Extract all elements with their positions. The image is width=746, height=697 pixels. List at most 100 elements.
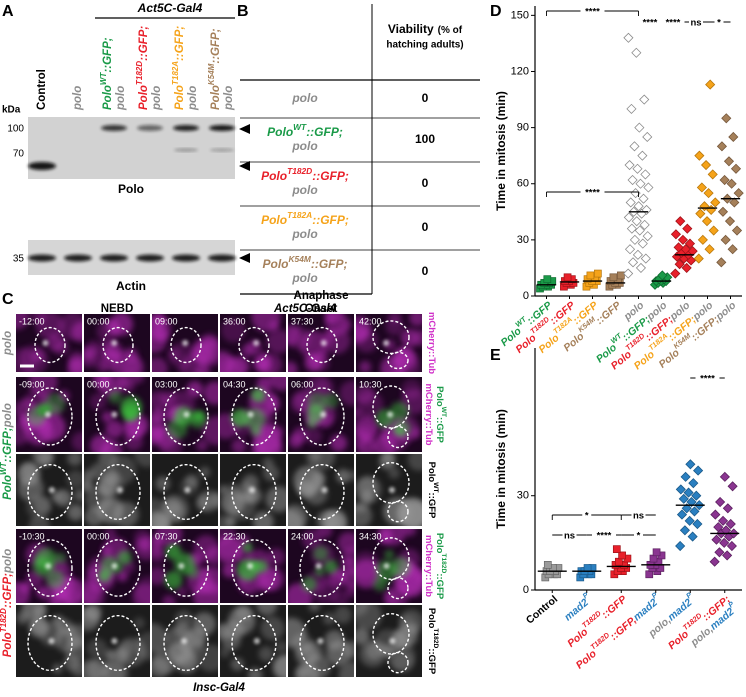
y-axis-title-text: Time in mitosis (min) [494, 91, 508, 211]
cell-blob [71, 321, 82, 343]
table-header-part: Viability [388, 22, 434, 36]
cell-blob [152, 497, 165, 518]
genotype-label: PoloWT::GFP; [267, 122, 343, 139]
cell-blob [268, 320, 280, 331]
lane-label: PoloWT::GFP;polo [99, 37, 127, 111]
gfp-blob [193, 411, 204, 422]
cell-blob [288, 504, 308, 526]
gfp-blob [323, 559, 338, 574]
data-point [714, 547, 725, 558]
cell-blob [221, 317, 246, 343]
significance-label: **** [643, 18, 658, 29]
spindle [387, 411, 394, 418]
cell-blob [164, 501, 185, 522]
cell-blob [225, 356, 248, 372]
gfp-blob [108, 390, 123, 404]
cell-outline [163, 463, 209, 521]
data-point [724, 216, 736, 227]
spindle [315, 563, 322, 569]
data-point [722, 550, 733, 561]
cell-blob [231, 438, 247, 452]
micrograph [16, 377, 82, 452]
cell-outline [387, 351, 409, 370]
cell-blob [175, 651, 198, 674]
gfp-blob [389, 401, 410, 421]
channel-label-text-part: Polo [434, 386, 445, 407]
cell-blob [324, 314, 344, 325]
genotype-label-part: Polo [261, 169, 287, 183]
y-tick-label: 120 [511, 65, 529, 77]
data-point [635, 262, 647, 274]
lane-label-text-part: T182D [135, 61, 144, 85]
table-header: Viability (% of [388, 22, 463, 36]
gfp-blob [117, 550, 132, 565]
blot-band [28, 162, 56, 170]
cell-blob [254, 434, 283, 452]
cell-blob [162, 595, 176, 603]
panel-letter: D [490, 3, 502, 20]
significance-label: ns [633, 511, 644, 522]
cell-blob [374, 629, 401, 656]
panel-letter: B [237, 3, 249, 20]
time-stamp: 06:00 [291, 379, 314, 389]
data-point [623, 32, 634, 43]
data-point [612, 545, 621, 553]
lane-label-text-part: Polo [210, 85, 222, 110]
channel-label-text-part: ::GFP [426, 648, 437, 675]
cell-blob [288, 434, 303, 449]
data-point [688, 478, 699, 489]
significance-label: * [585, 511, 589, 522]
channel-label-text-part: Polo [434, 533, 445, 554]
arrowhead [239, 124, 250, 134]
cell-outline [387, 425, 409, 449]
data-point [713, 522, 724, 533]
cell-blob [407, 454, 422, 471]
gfp-blob [121, 403, 140, 422]
lane-label-text-part: WT [99, 71, 108, 85]
y-axis-title-text: Time in mitosis (min) [494, 409, 508, 529]
cell-blob [37, 454, 53, 467]
cell-blob [385, 316, 405, 336]
y-tick-label: 150 [511, 9, 529, 21]
data-point [640, 253, 651, 264]
time-stamp: 10:30 [359, 379, 382, 389]
time-stamp: -10:30 [19, 531, 45, 541]
genotype-label-part: T182D [287, 166, 312, 176]
data-point [629, 141, 640, 152]
data-point [694, 150, 705, 161]
cell-blob [73, 489, 82, 502]
data-point [637, 238, 648, 249]
data-point [618, 551, 626, 560]
cell-blob [220, 484, 229, 495]
marker-label: 100 [7, 124, 24, 135]
blot-label: Actin [116, 279, 146, 293]
significance-label: **** [585, 7, 600, 18]
data-point [634, 122, 645, 133]
cell-blob [16, 581, 31, 603]
cell-blob [68, 356, 82, 372]
data-point [716, 257, 727, 268]
cell-blob [225, 515, 237, 526]
data-point [670, 268, 681, 279]
cell-blob [67, 454, 82, 466]
cell-outline [27, 539, 73, 597]
data-point [693, 465, 704, 476]
y-axis-title: Time in mitosis (min) [494, 91, 508, 211]
time-stamp: -09:00 [19, 379, 45, 389]
cell-blob [310, 454, 321, 462]
channel-label-text-part: ::GFP [426, 493, 437, 520]
viability-value: 0 [422, 176, 429, 190]
time-stamp: 00:00 [87, 531, 110, 541]
cell-blob [101, 411, 114, 423]
blot-band [208, 254, 236, 262]
time-stamp: 42:00 [359, 316, 382, 326]
cell-blob [197, 644, 218, 672]
cell-outline [163, 539, 209, 597]
cell-outline [231, 539, 277, 597]
genotype-label-part: ::GFP; [312, 213, 349, 227]
genotype-label-part: polo [291, 183, 317, 197]
micrograph [152, 314, 218, 372]
data-point [692, 518, 703, 530]
data-point [726, 178, 737, 189]
